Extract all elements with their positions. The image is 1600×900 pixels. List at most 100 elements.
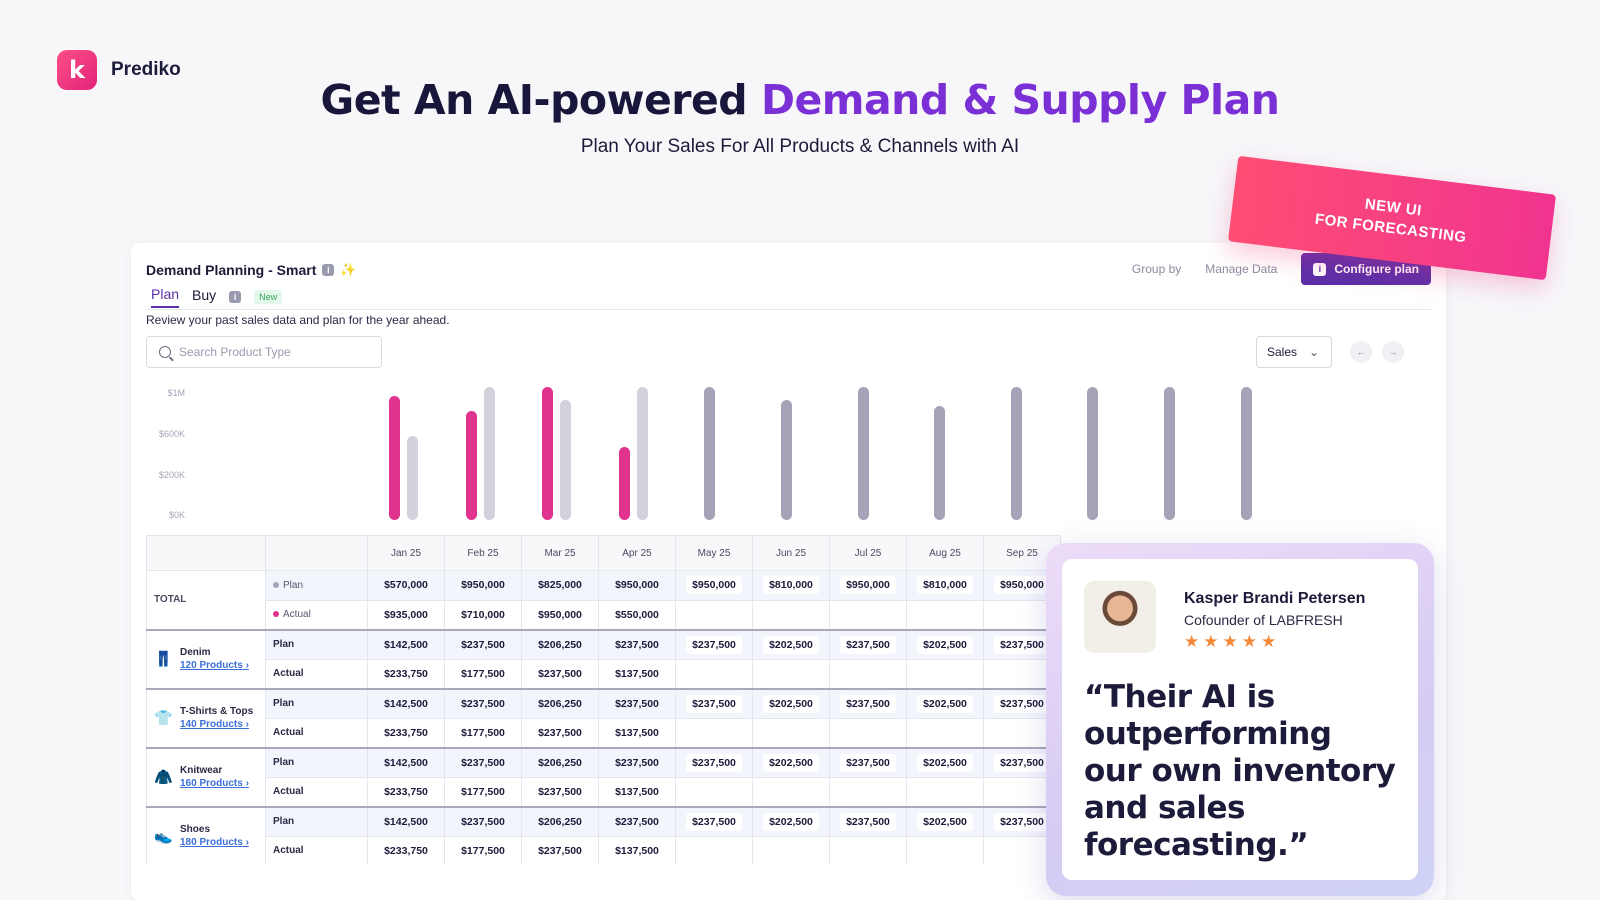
table-cell[interactable]: $202,500 bbox=[752, 805, 830, 837]
table-cell[interactable]: $710,000 bbox=[444, 599, 522, 630]
plan-bar[interactable] bbox=[934, 405, 946, 520]
plan-bar[interactable] bbox=[1164, 387, 1175, 520]
actual-bar[interactable] bbox=[389, 395, 400, 520]
table-cell[interactable]: $237,500 bbox=[598, 805, 676, 837]
table-cell[interactable] bbox=[906, 599, 984, 630]
table-cell[interactable]: $233,750 bbox=[367, 835, 445, 865]
table-cell[interactable]: $237,500 bbox=[444, 628, 522, 660]
table-cell[interactable]: $935,000 bbox=[367, 599, 445, 630]
actual-bar[interactable] bbox=[465, 410, 477, 520]
table-cell[interactable] bbox=[829, 835, 907, 865]
products-link[interactable]: 120 Products › bbox=[180, 660, 249, 671]
table-cell[interactable]: $237,500 bbox=[521, 717, 599, 748]
table-cell[interactable]: $206,250 bbox=[521, 687, 599, 719]
table-cell[interactable] bbox=[675, 776, 753, 807]
table-cell[interactable]: $237,500 bbox=[675, 628, 753, 660]
plan-bar[interactable] bbox=[1240, 387, 1252, 520]
table-cell[interactable] bbox=[906, 835, 984, 865]
info-icon[interactable]: i bbox=[322, 264, 335, 276]
table-cell[interactable]: $137,500 bbox=[598, 658, 676, 689]
table-cell[interactable]: $206,250 bbox=[521, 746, 599, 778]
table-cell[interactable] bbox=[675, 717, 753, 748]
table-cell[interactable] bbox=[752, 599, 830, 630]
products-link[interactable]: 140 Products › bbox=[180, 719, 249, 730]
arrow-left-icon[interactable]: ← bbox=[1350, 341, 1372, 363]
table-cell[interactable] bbox=[829, 717, 907, 748]
table-cell[interactable]: $177,500 bbox=[444, 835, 522, 865]
arrow-right-icon[interactable]: → bbox=[1382, 341, 1404, 363]
table-cell[interactable]: $233,750 bbox=[367, 776, 445, 807]
table-cell[interactable]: $950,000 bbox=[829, 570, 907, 601]
table-cell[interactable] bbox=[675, 835, 753, 865]
table-cell[interactable] bbox=[752, 776, 830, 807]
table-cell[interactable]: $237,500 bbox=[521, 835, 599, 865]
table-cell[interactable]: $237,500 bbox=[521, 658, 599, 689]
table-cell[interactable]: $825,000 bbox=[521, 570, 599, 601]
tab-buy[interactable]: Buy bbox=[192, 287, 217, 303]
manage-data-button[interactable]: Manage Data bbox=[1205, 262, 1278, 276]
table-cell[interactable]: $237,500 bbox=[675, 687, 753, 719]
group-by-button[interactable]: Group by bbox=[1131, 262, 1182, 276]
table-cell[interactable]: $177,500 bbox=[444, 658, 522, 689]
table-cell[interactable] bbox=[675, 658, 753, 689]
products-link[interactable]: 180 Products › bbox=[180, 837, 249, 849]
table-cell[interactable]: $202,500 bbox=[752, 687, 830, 719]
table-cell[interactable]: $237,500 bbox=[444, 746, 522, 778]
table-cell[interactable] bbox=[906, 717, 984, 748]
products-link[interactable]: 160 Products › bbox=[180, 778, 249, 789]
table-cell[interactable]: $950,000 bbox=[444, 570, 522, 601]
table-cell[interactable]: $202,500 bbox=[906, 687, 984, 719]
plan-bar[interactable] bbox=[857, 387, 869, 520]
table-cell[interactable]: $237,500 bbox=[675, 805, 753, 837]
info-icon[interactable]: i bbox=[229, 291, 242, 303]
table-cell[interactable]: $237,500 bbox=[444, 687, 522, 719]
table-cell[interactable]: $142,500 bbox=[367, 687, 445, 719]
table-cell[interactable]: $237,500 bbox=[829, 746, 907, 778]
plan-bar[interactable] bbox=[407, 436, 418, 520]
table-cell[interactable]: $142,500 bbox=[367, 805, 445, 837]
plan-bar[interactable] bbox=[1010, 387, 1022, 520]
table-cell[interactable]: $237,500 bbox=[444, 805, 522, 837]
table-cell[interactable]: $950,000 bbox=[521, 599, 599, 630]
plan-bar[interactable] bbox=[483, 387, 495, 520]
table-cell[interactable]: $142,500 bbox=[367, 746, 445, 778]
table-cell[interactable]: $237,500 bbox=[598, 687, 676, 719]
metric-select[interactable]: Sales ⌄ bbox=[1256, 336, 1332, 368]
plan-bar[interactable] bbox=[1087, 387, 1099, 520]
table-cell[interactable]: $142,500 bbox=[367, 628, 445, 660]
table-cell[interactable]: $570,000 bbox=[367, 570, 445, 601]
table-cell[interactable]: $206,250 bbox=[521, 628, 599, 660]
table-cell[interactable] bbox=[752, 717, 830, 748]
tab-plan[interactable]: Plan bbox=[151, 286, 180, 308]
table-cell[interactable]: $137,500 bbox=[598, 835, 676, 865]
table-cell[interactable]: $202,500 bbox=[752, 746, 830, 778]
brand-logo[interactable]: k Prediko bbox=[57, 50, 181, 90]
plan-bar[interactable] bbox=[636, 387, 648, 520]
table-cell[interactable]: $950,000 bbox=[675, 570, 753, 601]
table-cell[interactable]: $202,500 bbox=[906, 746, 984, 778]
table-cell[interactable] bbox=[829, 658, 907, 689]
plan-bar[interactable] bbox=[704, 387, 716, 520]
search-input[interactable]: Search Product Type bbox=[146, 336, 382, 368]
table-cell[interactable]: $177,500 bbox=[444, 717, 522, 748]
table-cell[interactable]: $237,500 bbox=[829, 687, 907, 719]
table-cell[interactable]: $237,500 bbox=[829, 628, 907, 660]
table-cell[interactable]: $237,500 bbox=[598, 628, 676, 660]
table-cell[interactable]: $206,250 bbox=[521, 805, 599, 837]
table-cell[interactable] bbox=[675, 599, 753, 630]
table-cell[interactable]: $202,500 bbox=[906, 628, 984, 660]
table-cell[interactable]: $137,500 bbox=[598, 717, 676, 748]
table-cell[interactable] bbox=[906, 658, 984, 689]
plan-bar[interactable] bbox=[781, 400, 792, 520]
table-cell[interactable]: $810,000 bbox=[752, 570, 830, 601]
table-cell[interactable]: $233,750 bbox=[367, 717, 445, 748]
table-cell[interactable]: $810,000 bbox=[906, 570, 984, 601]
table-cell[interactable]: $550,000 bbox=[598, 599, 676, 630]
table-cell[interactable] bbox=[752, 658, 830, 689]
table-cell[interactable]: $237,500 bbox=[675, 746, 753, 778]
table-cell[interactable]: $950,000 bbox=[598, 570, 676, 601]
actual-bar[interactable] bbox=[618, 446, 630, 520]
table-cell[interactable]: $202,500 bbox=[752, 628, 830, 660]
table-cell[interactable]: $233,750 bbox=[367, 658, 445, 689]
table-cell[interactable]: $237,500 bbox=[598, 746, 676, 778]
